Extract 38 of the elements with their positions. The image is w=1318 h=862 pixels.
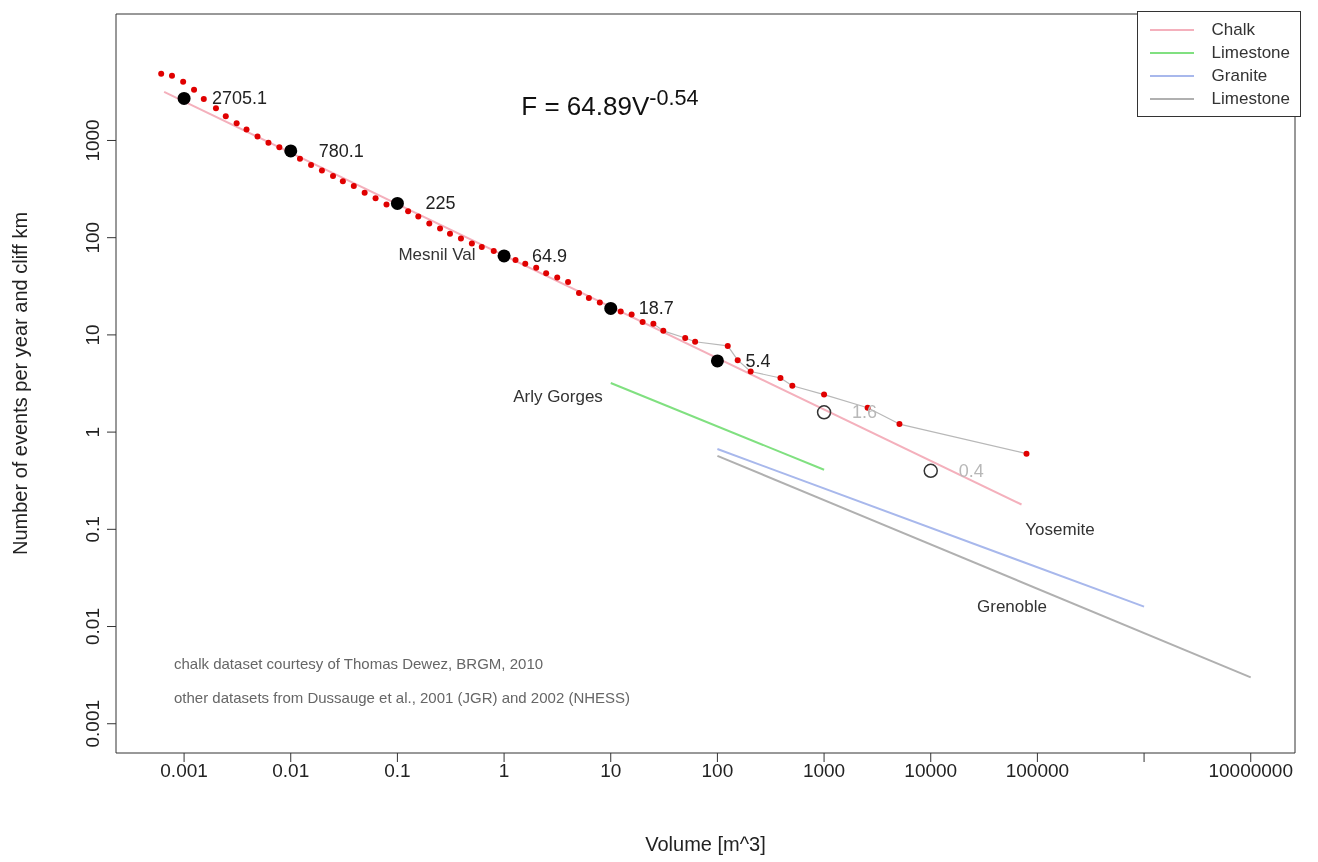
data-label: 2705.1 bbox=[212, 88, 268, 109]
x-axis-title: Volume [m^3] bbox=[645, 833, 766, 855]
data-label: 780.1 bbox=[318, 140, 364, 161]
x-tick-label: 100 bbox=[701, 760, 734, 782]
annotation: other datasets from Dussauge et al., 2001 (JGR) and 2002 (NHESS) bbox=[174, 689, 631, 707]
annotation: Arly Gorges bbox=[513, 386, 603, 407]
data-label: 0.4 bbox=[958, 460, 984, 481]
x-tick-label: 0.001 bbox=[160, 760, 208, 782]
x-tick-label: 10 bbox=[600, 760, 622, 782]
annotation: Yosemite bbox=[1025, 519, 1095, 540]
data-label: 1.6 bbox=[852, 402, 878, 423]
data-label: 225 bbox=[425, 193, 456, 214]
legend-label: Limestone bbox=[1211, 42, 1290, 63]
x-tick-label: 1 bbox=[498, 760, 510, 782]
y-tick-label: 0.1 bbox=[82, 516, 103, 543]
y-tick-label: 0.001 bbox=[82, 699, 103, 748]
data-label: 18.7 bbox=[638, 298, 674, 319]
x-tick-label: 0.1 bbox=[384, 760, 411, 782]
annotation: Mesnil Val bbox=[398, 244, 476, 265]
y-tick-label: 10 bbox=[82, 324, 103, 346]
legend-label: Limestone bbox=[1211, 88, 1290, 109]
y-tick-label: 1 bbox=[82, 426, 103, 438]
annotation: Grenoble bbox=[977, 596, 1047, 617]
x-tick-label: 100000 bbox=[1005, 760, 1070, 782]
y-tick-label: 1000 bbox=[82, 119, 103, 162]
annotation: F = 64.89V$^{-0.54}$ bbox=[521, 84, 699, 121]
data-label: 5.4 bbox=[745, 350, 771, 371]
x-tick-label: 1000 bbox=[802, 760, 846, 782]
legend-label: Granite bbox=[1211, 65, 1268, 86]
data-label: 64.9 bbox=[532, 245, 568, 266]
x-tick-label: 10000000 bbox=[1208, 760, 1294, 782]
legend-label: Chalk bbox=[1211, 19, 1256, 40]
x-tick-label: 10000 bbox=[904, 760, 958, 782]
y-tick-label: 0.01 bbox=[82, 608, 103, 646]
annotation: chalk dataset courtesy of Thomas Dewez, BRGM, 2010 bbox=[174, 655, 544, 673]
x-tick-label: 0.01 bbox=[272, 760, 310, 782]
y-tick-label: 100 bbox=[82, 221, 103, 254]
y-axis-title: Number of events per year and cliff km bbox=[9, 211, 32, 556]
